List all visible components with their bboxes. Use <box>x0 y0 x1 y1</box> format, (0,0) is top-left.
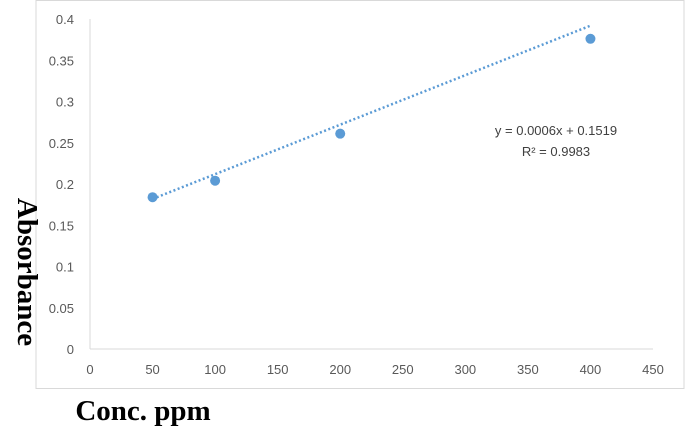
x-tick-label: 300 <box>454 362 476 377</box>
y-axis-tick-labels: 0 0.05 0.1 0.15 0.2 0.25 0.3 0.35 0.4 <box>49 12 74 357</box>
chart-area-border <box>35 0 685 389</box>
x-tick-label: 150 <box>267 362 289 377</box>
trendline-r-squared: R² = 0.9983 <box>522 144 590 159</box>
y-tick-label: 0.05 <box>49 301 74 316</box>
trendline-equation: y = 0.0006x + 0.1519 <box>495 123 617 138</box>
trendline <box>152 24 591 201</box>
x-axis-tick-labels: 0 50 100 150 200 250 300 350 400 450 <box>86 362 663 377</box>
trendline-group <box>152 24 591 201</box>
y-tick-label: 0.1 <box>56 260 74 275</box>
y-tick-label: 0.25 <box>49 136 74 151</box>
x-tick-label: 0 <box>86 362 93 377</box>
x-tick-label: 50 <box>145 362 159 377</box>
y-tick-label: 0.3 <box>56 95 74 110</box>
x-tick-label: 100 <box>204 362 226 377</box>
plot-area <box>89 19 653 350</box>
x-tick-label: 400 <box>580 362 602 377</box>
data-point <box>210 175 221 186</box>
data-points <box>147 33 596 203</box>
y-tick-label: 0.35 <box>49 53 74 68</box>
data-point <box>147 192 158 203</box>
x-tick-label: 200 <box>329 362 351 377</box>
x-tick-label: 450 <box>642 362 664 377</box>
y-axis-title: Absorbance <box>11 198 43 346</box>
y-tick-label: 0.2 <box>56 177 74 192</box>
x-tick-label: 250 <box>392 362 414 377</box>
data-point <box>335 128 346 139</box>
data-point <box>585 33 596 44</box>
y-tick-label: 0 <box>67 342 74 357</box>
x-tick-label: 350 <box>517 362 539 377</box>
y-tick-label: 0.15 <box>49 218 74 233</box>
y-tick-label: 0.4 <box>56 12 74 27</box>
x-axis-title: Conc. ppm <box>75 395 210 427</box>
